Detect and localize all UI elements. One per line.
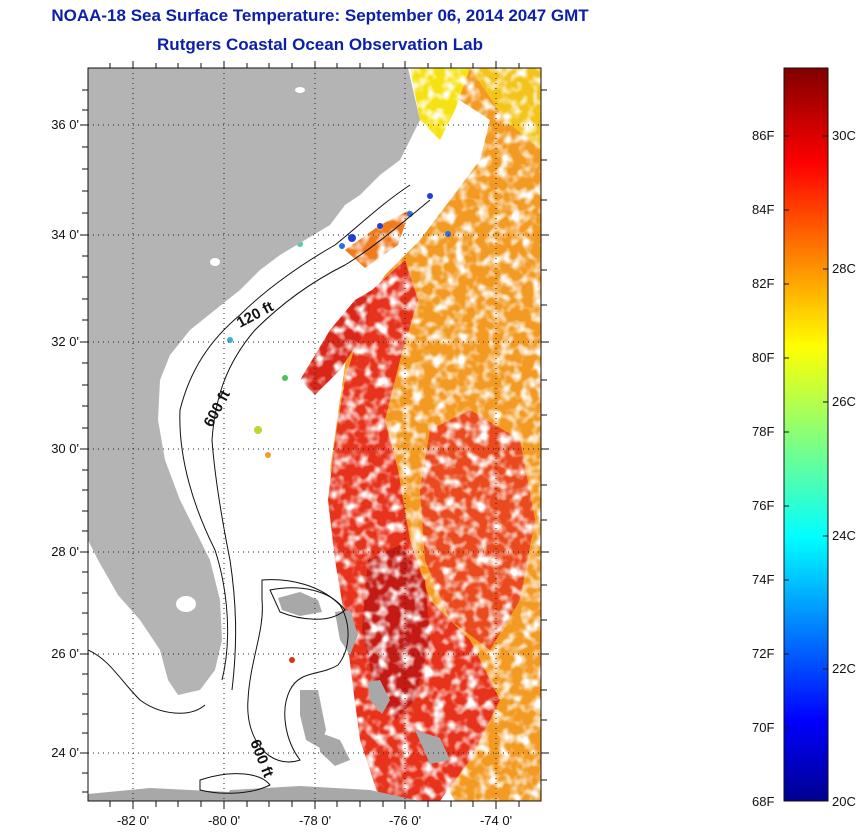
lon-label-78: -78 0' (299, 813, 331, 828)
cb-c-22: 22C (832, 661, 856, 676)
colorbar (783, 67, 829, 802)
lon-label-76: -76 0' (389, 813, 421, 828)
lon-label-82: -82 0' (117, 813, 149, 828)
bathymetry-contours (88, 184, 431, 794)
contour-little-bahama (269, 587, 346, 620)
lat-label-28: 28 0' (51, 544, 79, 559)
cb-c-24: 24C (832, 528, 856, 543)
cb-f-74: 74F (752, 572, 775, 587)
cb-c-26: 26C (832, 394, 856, 409)
cb-f-72: 72F (752, 646, 775, 661)
map-graticule (88, 68, 541, 801)
contour-cay-sal (199, 773, 271, 794)
cuba (88, 788, 240, 801)
map-area (88, 68, 541, 801)
lat-label-36: 36 0' (51, 117, 79, 132)
cb-f-76: 76F (752, 498, 775, 513)
longitude-labels: -82 0' -80 0' -78 0' -76 0' -74 0' (117, 813, 512, 828)
lat-label-32: 32 0' (51, 334, 79, 349)
lon-label-74: -74 0' (480, 813, 512, 828)
contour-600ft (211, 199, 431, 691)
colorbar-gradient (783, 67, 829, 802)
cb-f-86: 86F (752, 128, 775, 143)
latitude-labels: 36 0' 34 0' 32 0' 30 0' 28 0' 26 0' 24 0… (51, 117, 79, 760)
contour-120ft (179, 184, 411, 681)
us-mainland (88, 68, 420, 695)
lat-label-26: 26 0' (51, 646, 79, 661)
cb-f-84: 84F (752, 202, 775, 217)
cb-f-82: 82F (752, 276, 775, 291)
map-subtitle: Rutgers Coastal Ocean Observation Lab (157, 35, 483, 54)
land (88, 68, 450, 801)
contour-gulf (88, 649, 206, 714)
cb-f-80: 80F (752, 350, 775, 365)
sst-field (227, 68, 541, 801)
cb-c-20: 20C (832, 794, 856, 809)
cb-f-70: 70F (752, 720, 775, 735)
map-ticks (80, 61, 549, 809)
cb-f-68: 68F (752, 794, 775, 809)
lat-label-30: 30 0' (51, 441, 79, 456)
lakes (99, 87, 305, 612)
colorbar-ticks (784, 135, 828, 729)
bahamas-islands (225, 592, 450, 801)
lon-label-80: -80 0' (208, 813, 240, 828)
cb-c-30: 30C (832, 128, 856, 143)
map-title: NOAA-18 Sea Surface Temperature: Septemb… (51, 6, 589, 25)
cb-f-78: 78F (752, 424, 775, 439)
cb-c-28: 28C (832, 261, 856, 276)
lat-label-34: 34 0' (51, 227, 79, 242)
lat-label-24: 24 0' (51, 745, 79, 760)
